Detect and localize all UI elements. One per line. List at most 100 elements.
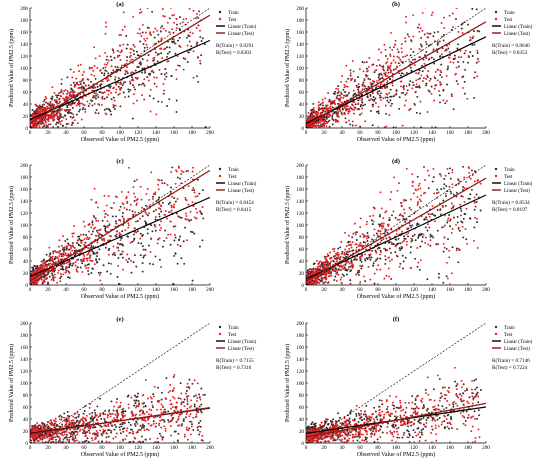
test-point bbox=[414, 91, 417, 94]
test-point bbox=[34, 104, 37, 106]
train-point bbox=[426, 229, 429, 232]
test-point bbox=[192, 9, 195, 12]
train-point bbox=[152, 195, 154, 198]
test-point bbox=[92, 227, 95, 230]
test-point bbox=[195, 27, 198, 29]
test-point bbox=[430, 14, 433, 16]
train-point bbox=[404, 221, 407, 223]
train-point bbox=[378, 94, 381, 97]
train-point bbox=[97, 96, 100, 99]
x-tick-label: 100 bbox=[116, 287, 124, 293]
test-point bbox=[465, 180, 468, 183]
train-point bbox=[158, 258, 161, 261]
y-tick-label: 180 bbox=[296, 175, 304, 181]
test-point bbox=[393, 94, 396, 97]
test-point bbox=[359, 264, 362, 267]
train-point bbox=[193, 232, 196, 235]
train-point bbox=[135, 265, 138, 268]
test-point bbox=[428, 57, 431, 60]
panel-e: 0 20 40 60 80 100 120 140 160 180 2000204060801001… bbox=[8, 316, 257, 458]
test-point bbox=[95, 234, 98, 237]
train-point bbox=[351, 124, 354, 127]
train-point bbox=[127, 90, 130, 93]
train-point bbox=[389, 95, 392, 98]
test-point bbox=[55, 256, 58, 259]
test-point bbox=[446, 277, 449, 280]
test-point bbox=[384, 255, 387, 258]
test-point bbox=[120, 82, 123, 85]
test-point bbox=[139, 32, 142, 35]
train-point bbox=[350, 260, 353, 263]
train-point bbox=[97, 112, 100, 115]
test-point bbox=[47, 123, 50, 126]
test-point bbox=[377, 230, 380, 233]
train-point bbox=[144, 211, 147, 214]
test-point bbox=[57, 250, 60, 253]
test-point bbox=[340, 80, 343, 83]
y-tick-label: 0 bbox=[301, 126, 304, 132]
test-point bbox=[361, 254, 364, 257]
test-point bbox=[52, 276, 55, 279]
train-point bbox=[116, 242, 119, 245]
test-point bbox=[53, 249, 56, 252]
test-point bbox=[94, 111, 97, 114]
test-point bbox=[92, 69, 95, 72]
legend-test-marker bbox=[218, 174, 222, 178]
test-point bbox=[431, 205, 434, 208]
train-point bbox=[445, 275, 448, 278]
train-point bbox=[392, 243, 395, 246]
train-point bbox=[418, 233, 420, 236]
train-point bbox=[402, 217, 405, 220]
test-point bbox=[50, 117, 53, 119]
test-point bbox=[43, 260, 46, 263]
test-point bbox=[437, 191, 440, 194]
test-point bbox=[179, 22, 182, 25]
train-point bbox=[109, 85, 112, 88]
test-point bbox=[125, 197, 128, 200]
train-point bbox=[56, 125, 59, 128]
test-point bbox=[420, 49, 423, 52]
y-tick-label: 120 bbox=[20, 211, 28, 217]
train-point bbox=[386, 96, 389, 99]
train-point bbox=[450, 93, 453, 96]
test-point bbox=[183, 139, 185, 141]
test-point bbox=[346, 105, 349, 108]
test-point bbox=[340, 101, 343, 104]
test-point bbox=[31, 275, 34, 278]
test-point bbox=[387, 225, 390, 227]
train-point bbox=[163, 73, 166, 76]
test-point bbox=[110, 235, 112, 238]
train-point bbox=[66, 76, 69, 79]
train-point bbox=[438, 94, 441, 97]
test-point bbox=[322, 264, 325, 267]
panel-title: (d) bbox=[392, 158, 400, 165]
test-point bbox=[386, 249, 389, 252]
train-point bbox=[103, 108, 106, 111]
test-point bbox=[434, 220, 436, 223]
test-point bbox=[191, 201, 194, 204]
x-tick-label: 0 bbox=[305, 287, 308, 293]
test-point bbox=[160, 220, 162, 223]
test-point bbox=[100, 103, 103, 106]
train-point bbox=[82, 233, 85, 236]
test-point bbox=[448, 185, 451, 188]
test-point bbox=[60, 244, 63, 247]
test-point bbox=[361, 88, 364, 91]
train-point bbox=[165, 75, 168, 78]
test-point bbox=[389, 260, 391, 263]
test-point bbox=[407, 231, 410, 234]
test-point bbox=[170, 204, 173, 207]
train-point bbox=[376, 242, 379, 245]
train-point bbox=[462, 217, 465, 220]
test-point bbox=[394, 61, 397, 64]
train-point bbox=[456, 221, 459, 224]
test-point bbox=[149, 31, 152, 34]
train-point bbox=[455, 191, 458, 194]
train-point bbox=[399, 74, 402, 77]
test-point bbox=[402, 72, 405, 75]
legend-test-marker bbox=[494, 17, 498, 21]
test-point bbox=[454, 57, 457, 60]
x-axis-title: Observed Value of PM2.5 (ppm) bbox=[81, 293, 159, 300]
test-point bbox=[191, 160, 193, 162]
test-point bbox=[354, 243, 357, 246]
